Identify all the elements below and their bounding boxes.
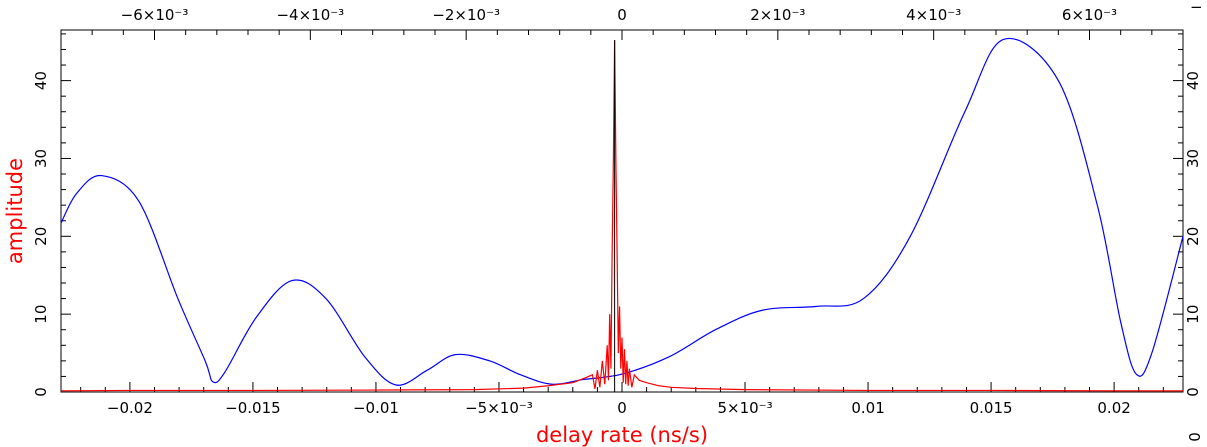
y-tick-label-right: 20 xyxy=(1184,227,1202,246)
series-line-red xyxy=(60,40,1183,392)
x-tick-label: 5×10⁻³ xyxy=(717,399,772,417)
y-tick-label-right: 40 xyxy=(1184,71,1202,90)
bottom-right-fragment: 0 xyxy=(1186,432,1204,442)
top-right-fragment: − xyxy=(1190,0,1203,16)
top-x-tick-label: 2×10⁻³ xyxy=(750,6,805,24)
y-tick-label-right: 10 xyxy=(1184,305,1202,324)
y-tick-label-left: 30 xyxy=(32,149,50,168)
x-tick-label: −0.01 xyxy=(353,399,399,417)
series-line-blue xyxy=(60,37,1184,386)
top-x-tick-label: −6×10⁻³ xyxy=(121,6,189,24)
labels-layer: −0.02 −0.015 −0.01 −5×10⁻³ 0 5×10⁻³ 0.01 0.015 0… xyxy=(32,6,1202,417)
y-tick-label-left: 20 xyxy=(32,227,50,246)
y-tick-label-left: 10 xyxy=(32,305,50,324)
x-tick-label: 0.015 xyxy=(970,399,1013,417)
x-axis-title: delay rate (ns/s) xyxy=(536,423,708,447)
y-axis-title: amplitude xyxy=(3,158,27,264)
x-tick-label: 0.01 xyxy=(851,399,884,417)
x-tick-label: 0 xyxy=(617,399,627,417)
y-tick-label-right: 0 xyxy=(1184,387,1202,397)
top-x-tick-label: 4×10⁻³ xyxy=(906,6,961,24)
x-tick-label: 0.02 xyxy=(1097,399,1130,417)
y-tick-label-left: 0 xyxy=(32,387,50,397)
y-tick-label-left: 40 xyxy=(32,71,50,90)
y-tick-label-right: 30 xyxy=(1184,149,1202,168)
top-x-tick-label: −4×10⁻³ xyxy=(276,6,344,24)
top-x-tick-label: 0 xyxy=(617,6,627,24)
top-x-tick-label: 6×10⁻³ xyxy=(1062,6,1117,24)
x-tick-label: −0.015 xyxy=(225,399,281,417)
x-tick-label: −5×10⁻³ xyxy=(465,399,533,417)
top-x-tick-label: −2×10⁻³ xyxy=(432,6,500,24)
x-tick-label: −0.02 xyxy=(107,399,153,417)
